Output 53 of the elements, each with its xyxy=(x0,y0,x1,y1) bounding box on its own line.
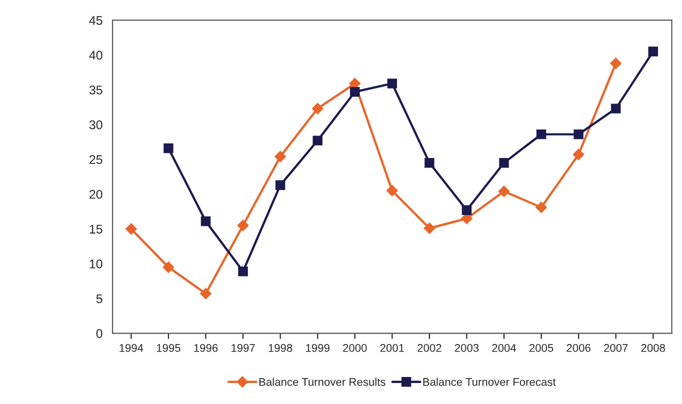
x-tick-label: 1997 xyxy=(232,344,255,352)
point xyxy=(499,158,509,168)
point xyxy=(238,266,248,276)
y-tick-label: 20 xyxy=(90,190,102,199)
legend-label: Balance Turnover Results xyxy=(259,378,386,386)
point xyxy=(126,223,137,235)
point xyxy=(350,87,360,97)
point xyxy=(536,129,546,140)
x-tick-label: 1998 xyxy=(268,344,292,352)
x-tick-label: 2000 xyxy=(343,344,367,352)
y-tick-label: 30 xyxy=(89,120,102,130)
y-tick-label: 45 xyxy=(89,16,102,25)
x-tick-label: 2003 xyxy=(454,344,479,352)
point xyxy=(424,158,434,168)
y-tick-label: 0 xyxy=(96,329,102,338)
point xyxy=(648,46,658,56)
point xyxy=(387,78,398,88)
x-tick-label: 1994 xyxy=(120,344,144,352)
y-tick-label: 40 xyxy=(89,50,102,60)
x-tick-label: 2002 xyxy=(418,344,442,352)
point xyxy=(274,150,286,162)
point xyxy=(610,104,621,114)
point xyxy=(312,136,322,146)
y-tick-label: 25 xyxy=(90,155,102,164)
legend-label: Balance Turnover Forecast xyxy=(423,378,556,386)
x-tick-label: 1995 xyxy=(156,344,180,352)
point xyxy=(572,148,584,160)
x-tick-label: 2006 xyxy=(566,344,590,352)
x-tick-label: 2007 xyxy=(604,344,628,352)
point xyxy=(312,102,324,114)
point xyxy=(462,205,472,216)
point xyxy=(237,220,249,232)
point xyxy=(536,202,547,213)
point xyxy=(424,222,436,234)
x-tick-label: 2008 xyxy=(641,344,666,352)
x-tick-label: 1996 xyxy=(194,344,218,352)
point xyxy=(574,129,584,140)
point xyxy=(610,58,622,69)
y-tick-label: 10 xyxy=(90,260,102,268)
y-tick-label: 15 xyxy=(90,224,102,234)
x-tick-label: 2005 xyxy=(529,344,554,352)
point xyxy=(275,180,286,190)
x-tick-label: 2004 xyxy=(492,344,516,352)
point xyxy=(164,143,174,154)
point xyxy=(200,216,211,226)
y-tick-label: 5 xyxy=(96,294,102,304)
point xyxy=(162,262,174,273)
point xyxy=(200,288,212,300)
x-tick-label: 2001 xyxy=(380,344,404,352)
point xyxy=(498,186,510,197)
x-tick-label: 1999 xyxy=(306,344,330,352)
point xyxy=(386,185,398,196)
y-tick-label: 35 xyxy=(89,86,102,94)
